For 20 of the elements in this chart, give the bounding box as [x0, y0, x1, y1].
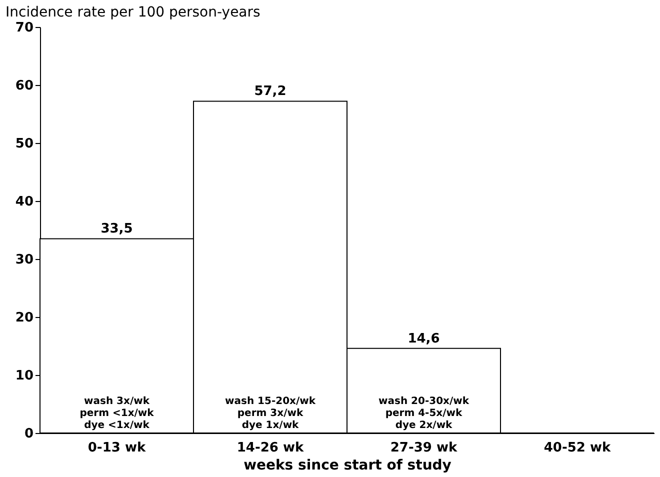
- x-tick-label: 27-39 wk: [390, 440, 458, 456]
- x-tick-label: 40-52 wk: [544, 440, 611, 456]
- data-label: 33,5: [100, 222, 133, 237]
- y-tick-label: 30: [15, 252, 34, 268]
- y-tick-label: 70: [15, 20, 34, 36]
- annotation: wash 20-30x/wk perm 4-5x/wk dye 2x/wk: [378, 396, 470, 431]
- data-label: 14,6: [408, 331, 440, 346]
- y-axis-title: Incidence rate per 100 person-years: [6, 4, 260, 20]
- annotation: wash 3x/wk perm <1x/wk dye <1x/wk: [80, 396, 154, 431]
- y-tick-label: 10: [15, 368, 34, 384]
- x-tick-label: 0-13 wk: [88, 440, 146, 456]
- x-tick-label: 14-26 wk: [236, 440, 304, 456]
- y-tick-label: 20: [15, 310, 34, 326]
- x-axis-title: weeks since start of study: [244, 458, 452, 474]
- y-tick-label: 50: [15, 136, 34, 152]
- annotation: wash 15-20x/wk perm 3x/wk dye 1x/wk: [224, 396, 316, 431]
- y-tick-label: 0: [24, 426, 34, 442]
- y-tick-label: 40: [15, 194, 34, 210]
- data-label: 57,2: [254, 84, 286, 100]
- y-tick-label: 60: [15, 78, 34, 94]
